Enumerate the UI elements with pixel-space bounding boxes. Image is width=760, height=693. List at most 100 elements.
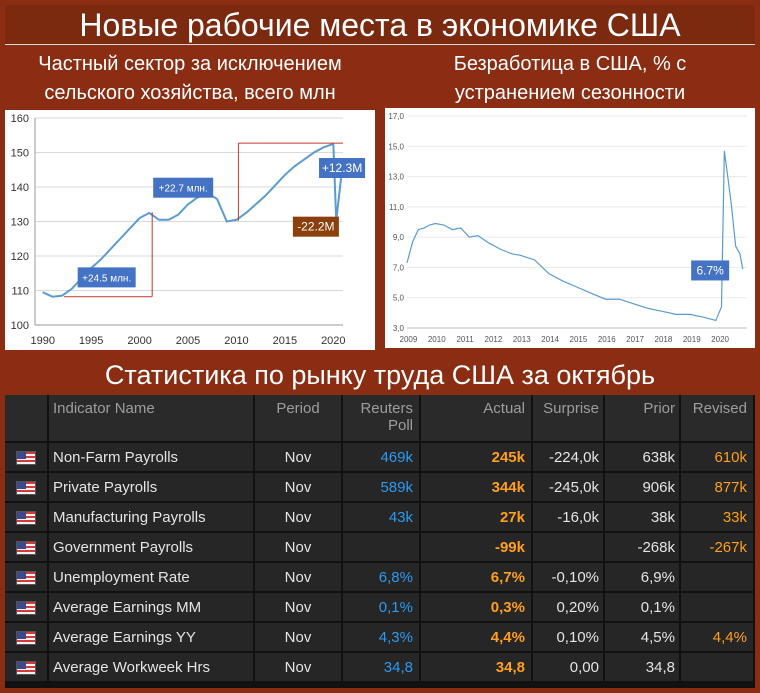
col-reuters-poll[interactable]: Reuters Poll bbox=[343, 395, 421, 443]
reuters-poll-cell: 43k bbox=[343, 503, 421, 533]
revised-cell bbox=[681, 653, 755, 683]
y-tick-label: 17,0 bbox=[388, 112, 404, 121]
flag-cell bbox=[5, 563, 49, 593]
x-tick-label: 2020 bbox=[711, 335, 729, 344]
table-header-row: Indicator Name Period Reuters Poll Actua… bbox=[5, 395, 755, 443]
x-tick-label: 2020 bbox=[321, 335, 345, 347]
revised-cell: 877k bbox=[681, 473, 755, 503]
flag-cell bbox=[5, 443, 49, 473]
x-tick-label: 2010 bbox=[428, 335, 446, 344]
col-surprise[interactable]: Surprise bbox=[533, 395, 605, 443]
period-cell: Nov bbox=[255, 653, 343, 683]
prior-cell: -268k bbox=[605, 533, 681, 563]
indicator-name: Private Payrolls bbox=[49, 473, 255, 503]
y-tick-label: 140 bbox=[11, 182, 29, 194]
table-row[interactable]: Average Workweek Hrs Nov 34,8 34,8 0,00 34,8 bbox=[5, 653, 755, 683]
us-flag-icon bbox=[16, 570, 36, 585]
y-tick-label: 11,0 bbox=[389, 203, 405, 212]
surprise-cell: 0,20% bbox=[533, 593, 605, 623]
actual-cell: -99k bbox=[421, 533, 533, 563]
col-indicator-name[interactable]: Indicator Name bbox=[49, 395, 255, 443]
col-period[interactable]: Period bbox=[255, 395, 343, 443]
x-tick-label: 2013 bbox=[513, 335, 531, 344]
revised-cell bbox=[681, 593, 755, 623]
x-tick-label: 2015 bbox=[570, 335, 588, 344]
x-tick-label: 2010 bbox=[224, 335, 248, 347]
period-cell: Nov bbox=[255, 563, 343, 593]
actual-cell: 245k bbox=[421, 443, 533, 473]
flag-cell bbox=[5, 593, 49, 623]
reuters-poll-cell: 4,3% bbox=[343, 623, 421, 653]
revised-cell: 4,4% bbox=[681, 623, 755, 653]
actual-cell: 0,3% bbox=[421, 593, 533, 623]
y-tick-label: 160 bbox=[11, 113, 29, 125]
surprise-cell: 0,10% bbox=[533, 623, 605, 653]
y-tick-label: 13,0 bbox=[388, 173, 404, 182]
payrolls-chart-panel: 100 110 120 130 140 150 160 1990 1995 2000 2005 201… bbox=[5, 110, 375, 350]
section-title: Статистика по рынку труда США за октябрь bbox=[104, 360, 656, 390]
y-tick-label: 5,0 bbox=[393, 294, 405, 303]
col-actual[interactable]: Actual bbox=[421, 395, 533, 443]
revised-cell bbox=[681, 563, 755, 593]
prior-cell: 34,8 bbox=[605, 653, 681, 683]
right-chart-subtitle: Безработица в США, % с устранением сезон… bbox=[385, 50, 755, 108]
x-tick-label: 1995 bbox=[79, 335, 103, 347]
surprise-cell: -16,0k bbox=[533, 503, 605, 533]
surprise-cell: -0,10% bbox=[533, 563, 605, 593]
annotation-label: 6.7% bbox=[696, 263, 724, 277]
table-row[interactable]: Non-Farm Payrolls Nov 469k 245k -224,0k 638k 6… bbox=[5, 443, 755, 473]
col-prior[interactable]: Prior bbox=[605, 395, 681, 443]
us-flag-icon bbox=[16, 510, 36, 525]
x-tick-label: 2017 bbox=[626, 335, 644, 344]
x-tick-label: 2019 bbox=[683, 335, 701, 344]
revised-cell: -267k bbox=[681, 533, 755, 563]
surprise-cell: -245,0k bbox=[533, 473, 605, 503]
indicator-name: Average Workweek Hrs bbox=[49, 653, 255, 683]
revised-cell: 33k bbox=[681, 503, 755, 533]
right-subtitle-line-1: Безработица в США, % с bbox=[453, 53, 687, 75]
table-row[interactable]: Average Earnings MM Nov 0,1% 0,3% 0,20% 0,1% bbox=[5, 593, 755, 623]
y-tick-label: 15,0 bbox=[388, 142, 404, 151]
right-subtitle-line-2: устранением сезонности bbox=[454, 82, 686, 104]
period-cell: Nov bbox=[255, 503, 343, 533]
indicator-name: Manufacturing Payrolls bbox=[49, 503, 255, 533]
annotation-box bbox=[691, 260, 730, 281]
x-tick-label: 2014 bbox=[541, 335, 559, 344]
payrolls-chart: 100 110 120 130 140 150 160 1990 1995 2000 2005 201… bbox=[11, 113, 366, 347]
col-revised[interactable]: Revised bbox=[681, 395, 755, 443]
actual-cell: 27k bbox=[421, 503, 533, 533]
us-flag-icon bbox=[16, 600, 36, 615]
table-row[interactable]: Average Earnings YY Nov 4,3% 4,4% 0,10% 4,5% 4… bbox=[5, 623, 755, 653]
prior-cell: 906k bbox=[605, 473, 681, 503]
indicator-name: Unemployment Rate bbox=[49, 563, 255, 593]
flag-cell bbox=[5, 623, 49, 653]
x-tick-label: 2012 bbox=[485, 335, 503, 344]
us-flag-icon bbox=[16, 630, 36, 645]
period-cell: Nov bbox=[255, 623, 343, 653]
table-row[interactable]: Manufacturing Payrolls Nov 43k 27k -16,0k 38k… bbox=[5, 503, 755, 533]
table-row[interactable]: Private Payrolls Nov 589k 344k -245,0k 906k 87… bbox=[5, 473, 755, 503]
reuters-poll-cell: 589k bbox=[343, 473, 421, 503]
period-cell: Nov bbox=[255, 593, 343, 623]
actual-cell: 4,4% bbox=[421, 623, 533, 653]
revised-cell: 610k bbox=[681, 443, 755, 473]
prior-cell: 4,5% bbox=[605, 623, 681, 653]
indicator-name: Government Payrolls bbox=[49, 533, 255, 563]
flag-cell bbox=[5, 533, 49, 563]
x-tick-label: 1990 bbox=[31, 335, 55, 347]
prior-cell: 38k bbox=[605, 503, 681, 533]
actual-cell: 34,8 bbox=[421, 653, 533, 683]
surprise-cell bbox=[533, 533, 605, 563]
annotation-box bbox=[77, 267, 136, 288]
reuters-poll-cell: 6,8% bbox=[343, 563, 421, 593]
reuters-poll-cell bbox=[343, 533, 421, 563]
us-flag-icon bbox=[16, 450, 36, 465]
flag-cell bbox=[5, 473, 49, 503]
surprise-cell: -224,0k bbox=[533, 443, 605, 473]
period-cell: Nov bbox=[255, 473, 343, 503]
table-row[interactable]: Government Payrolls Nov -99k -268k -267k bbox=[5, 533, 755, 563]
table-row[interactable]: Unemployment Rate Nov 6,8% 6,7% -0,10% 6,9% bbox=[5, 563, 755, 593]
left-subtitle-line-2: сельского хозяйства, всего млн bbox=[44, 82, 336, 104]
prior-cell: 638k bbox=[605, 443, 681, 473]
flag-cell bbox=[5, 503, 49, 533]
